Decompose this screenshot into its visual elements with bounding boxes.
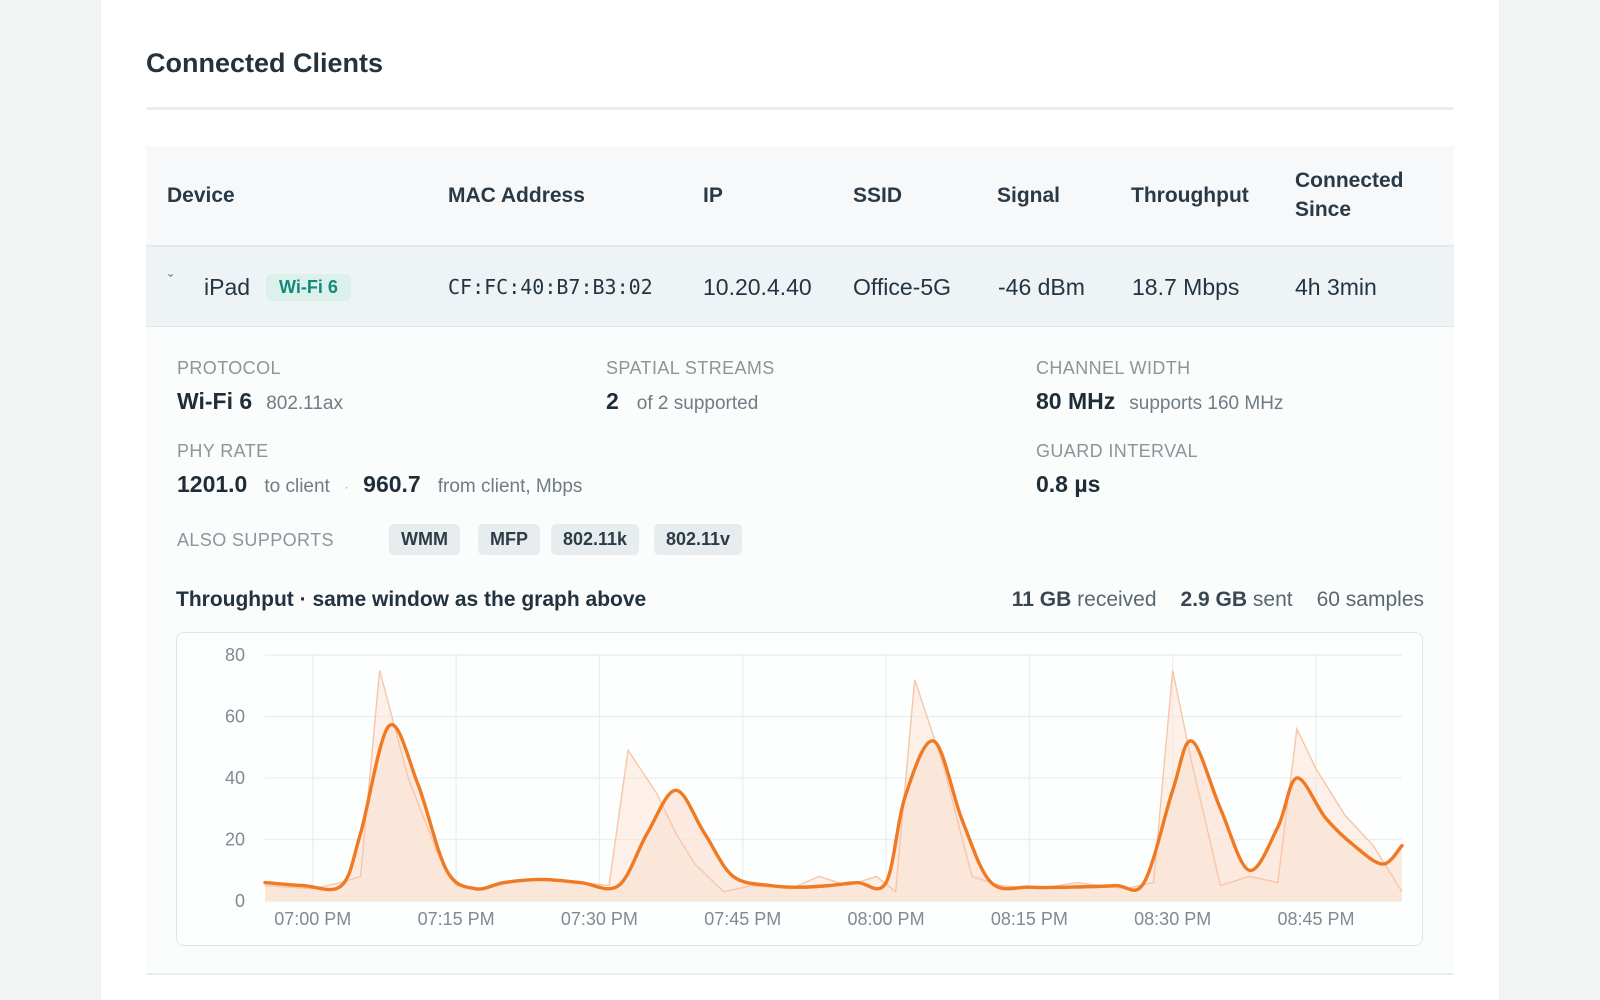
phy-rate-separator: · — [343, 479, 350, 496]
x-tick-label: 07:15 PM — [418, 909, 495, 929]
spatial-streams-value: 2 of 2 supported — [606, 388, 758, 415]
protocol-sub: 802.11ax — [266, 393, 343, 414]
column-header-throughput[interactable]: Throughput — [1131, 184, 1249, 207]
device-name: iPad — [204, 273, 251, 300]
received-label: received — [1077, 588, 1157, 611]
y-tick-label: 40 — [225, 768, 245, 788]
y-tick-label: 80 — [225, 645, 245, 665]
channel-width-label: CHANNEL WIDTH — [1036, 358, 1191, 378]
channel-width-sub: supports 160 MHz — [1129, 393, 1284, 414]
y-tick-label: 0 — [235, 891, 245, 911]
smoothed-area-fill — [265, 724, 1402, 901]
y-tick-label: 60 — [225, 707, 245, 727]
signal-cell: -46 dBm — [998, 273, 1085, 300]
also-supports-label: ALSO SUPPORTS — [177, 530, 334, 550]
column-header-mac[interactable]: MAC Address — [448, 184, 585, 207]
capability-chip-mfp: MFP — [478, 524, 540, 555]
spatial-streams-label: SPATIAL STREAMS — [606, 358, 775, 378]
ssid-cell: Office-5G — [853, 273, 951, 300]
phy-rate-label: PHY RATE — [177, 441, 269, 461]
phy-rate-value: 1201.0 to client · 960.7 from client, Mbps — [177, 471, 582, 498]
chevron-down-icon[interactable]: ˇ — [168, 273, 174, 290]
spatial-streams-main: 2 — [606, 388, 619, 414]
throughput-chart-svg: 0 20 40 60 80 07:00 PM 07:15 PM 07:30 PM 07:45 P… — [225, 645, 1404, 929]
phy-rate-from-sub: from client, Mbps — [437, 476, 583, 497]
throughput-cell: 18.7 Mbps — [1132, 273, 1240, 300]
x-tick-label: 08:45 PM — [1277, 909, 1354, 929]
title-divider — [146, 107, 1454, 110]
throughput-chart: 0 20 40 60 80 07:00 PM 07:15 PM 07:30 PM 07:45 P… — [176, 632, 1423, 946]
protocol-main: Wi-Fi 6 — [177, 388, 253, 414]
column-header-connected-since-line1: Connected — [1295, 169, 1404, 192]
guard-interval-label: GUARD INTERVAL — [1036, 441, 1198, 461]
page-title: Connected Clients — [146, 48, 384, 78]
table-row[interactable]: ˇ iPad Wi-Fi 6 CF:FC:40:B7:B3:02 10.20.4… — [146, 247, 1454, 327]
channel-width-main: 80 MHz — [1036, 388, 1116, 414]
spatial-streams-sub: of 2 supported — [636, 393, 759, 414]
column-header-connected-since-line2: Since — [1295, 198, 1352, 221]
sent-label: sent — [1252, 588, 1293, 611]
x-tick-label: 08:30 PM — [1134, 909, 1211, 929]
phy-rate-to-sub: to client — [264, 476, 330, 497]
column-header-ssid[interactable]: SSID — [853, 184, 903, 207]
y-tick-label: 20 — [225, 830, 245, 850]
guard-interval-main: 0.8 µs — [1036, 471, 1101, 497]
sample-count: 60 samples — [1316, 588, 1424, 611]
x-tick-label: 07:45 PM — [704, 909, 781, 929]
connected-since-cell: 4h 3min — [1295, 273, 1377, 300]
column-header-connected-since[interactable]: Connected Since — [1295, 166, 1404, 224]
throughput-stats: 11 GB received 2.9 GB sent 60 samples — [1012, 588, 1424, 612]
phy-rate-from-value: 960.7 — [363, 471, 421, 497]
column-header-signal[interactable]: Signal — [997, 184, 1061, 207]
mac-cell: CF:FC:40:B7:B3:02 — [448, 275, 653, 299]
x-tick-label: 07:30 PM — [561, 909, 638, 929]
x-tick-label: 08:00 PM — [848, 909, 925, 929]
protocol-value: Wi-Fi 6 802.11ax — [177, 388, 343, 415]
protocol-badge: Wi-Fi 6 — [266, 273, 351, 301]
channel-width-value: 80 MHz supports 160 MHz — [1036, 388, 1283, 415]
column-header-ip[interactable]: IP — [703, 184, 723, 207]
phy-rate-to-value: 1201.0 — [177, 471, 248, 497]
sent-value: 2.9 GB — [1180, 588, 1248, 611]
table-header: Device MAC Address IP SSID Signal Throug… — [146, 146, 1454, 247]
x-tick-label: 07:00 PM — [274, 909, 351, 929]
smoothed-series-line — [263, 723, 1404, 892]
capability-chip-wmm: WMM — [389, 524, 460, 555]
device-cell: iPad Wi-Fi 6 — [204, 247, 351, 327]
received-value: 11 GB — [1011, 588, 1072, 611]
throughput-title: Throughput · same window as the graph ab… — [176, 588, 647, 611]
capability-chip-80211k: 802.11k — [551, 524, 640, 555]
guard-interval-value: 0.8 µs — [1036, 471, 1100, 498]
x-tick-label: 08:15 PM — [991, 909, 1068, 929]
capability-chip-80211v: 802.11v — [654, 524, 743, 555]
protocol-label: PROTOCOL — [177, 358, 281, 378]
column-header-device[interactable]: Device — [167, 184, 235, 207]
ip-cell: 10.20.4.40 — [703, 273, 812, 300]
